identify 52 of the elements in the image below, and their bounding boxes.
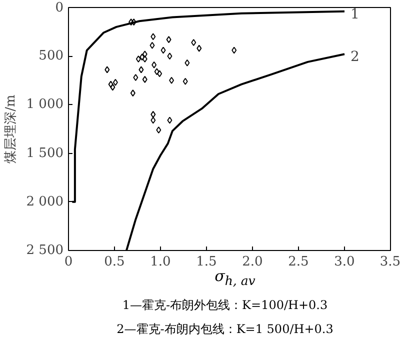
point xyxy=(232,46,237,54)
point xyxy=(110,84,116,91)
point xyxy=(196,44,202,52)
text: 2—霍克-布朗内包线：K=1 500/H+0.3 xyxy=(116,320,334,338)
x-tick-label: 0.5 xyxy=(104,254,125,270)
x-tick-label: 1.5 xyxy=(196,254,217,270)
point xyxy=(150,33,156,40)
point xyxy=(150,42,155,49)
point xyxy=(112,78,118,86)
point xyxy=(142,76,148,83)
x-tick-label: 2.0 xyxy=(242,254,263,270)
text: 1—霍克-布朗外包线：K=100/H+0.3 xyxy=(122,296,328,314)
point xyxy=(166,36,172,44)
x-tick-label: 2.5 xyxy=(288,254,309,270)
point xyxy=(128,18,134,26)
point xyxy=(130,90,136,97)
point xyxy=(150,116,156,124)
point xyxy=(154,68,160,76)
point xyxy=(142,56,148,63)
x-axis-title: σ$_{h, av}$ xyxy=(214,267,256,288)
point xyxy=(169,76,174,84)
point xyxy=(157,70,162,78)
x-tick-label: 3.0 xyxy=(334,254,355,270)
y-tick-label: 500 xyxy=(38,48,64,64)
x-tick-label: 3.5 xyxy=(380,254,400,270)
point xyxy=(133,74,138,81)
point xyxy=(138,66,144,74)
y-tick-label: 2 500 xyxy=(26,243,64,258)
point xyxy=(108,80,114,88)
line-series xyxy=(125,53,346,250)
y-tick-label: 0 xyxy=(55,0,64,16)
point xyxy=(191,38,196,46)
point xyxy=(142,50,148,58)
y-axis-title: 煤层埋深/m xyxy=(3,94,18,164)
annotation: 1 xyxy=(350,6,360,22)
point xyxy=(104,66,110,74)
point xyxy=(140,54,145,61)
annotation: 2 xyxy=(350,49,360,66)
point xyxy=(167,116,172,124)
point xyxy=(156,126,162,134)
point xyxy=(131,18,136,26)
point xyxy=(150,110,156,118)
y-tick-label: 1 000 xyxy=(26,97,64,112)
point xyxy=(167,52,172,60)
x-tick-label: 1.0 xyxy=(150,254,171,270)
point xyxy=(184,59,190,66)
point xyxy=(182,78,188,85)
point xyxy=(152,61,157,68)
y-tick-label: 1 500 xyxy=(26,146,64,161)
point xyxy=(160,46,166,54)
y-tick-label: 2 000 xyxy=(26,194,64,210)
point xyxy=(136,56,141,63)
